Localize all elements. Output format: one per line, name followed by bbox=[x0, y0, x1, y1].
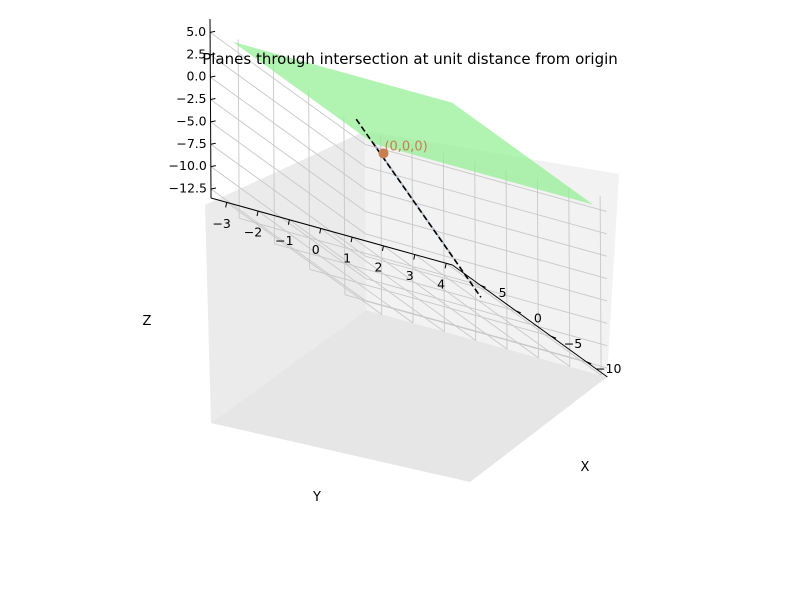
z-tick-label-0: 5.0 bbox=[186, 24, 206, 39]
z-tick-mark-7 bbox=[210, 187, 217, 190]
x-tick-mark-3 bbox=[480, 284, 486, 288]
grid-line-z-back-2 bbox=[365, 188, 607, 257]
grid-line-z-left-5 bbox=[210, 143, 366, 257]
z-tick-mark-1 bbox=[210, 53, 216, 56]
grid-line-y-floor-4 bbox=[351, 236, 508, 350]
grid-line-x-wall-3 bbox=[237, 39, 240, 219]
grid-line-x-floor-0 bbox=[344, 294, 587, 363]
grid-line-y-floor-2 bbox=[289, 219, 445, 333]
grid-line-y-wall-7 bbox=[599, 196, 602, 376]
grid-line-x-floor-1 bbox=[309, 268, 552, 337]
x-tick-label-2: 0 bbox=[534, 310, 542, 325]
grid-line-y-wall-0 bbox=[380, 135, 383, 315]
grid-line-z-back-4 bbox=[365, 233, 608, 302]
x-tick-mark-2 bbox=[515, 310, 521, 314]
grid-line-y-floor-3 bbox=[320, 228, 476, 341]
grid-line-z-left-0 bbox=[209, 32, 366, 145]
grid-line-z-left-1 bbox=[209, 54, 366, 168]
plane-surface-0 bbox=[232, 41, 594, 205]
y-tick-label-1: −2 bbox=[244, 225, 262, 240]
y-tick-mark-7 bbox=[444, 263, 447, 269]
grid-line-y-floor-6 bbox=[414, 254, 571, 367]
z-axis-label: Z bbox=[143, 314, 152, 329]
intersection-line bbox=[355, 118, 482, 298]
y-tick-mark-2 bbox=[287, 219, 290, 225]
z-tick-label-6: −10.0 bbox=[169, 158, 207, 173]
grid-line-z-back-6 bbox=[365, 278, 608, 347]
y-tick-label-7: 4 bbox=[437, 277, 445, 292]
z-tick-label-5: −7.5 bbox=[176, 136, 206, 151]
z-tick-mark-4 bbox=[210, 120, 216, 123]
grid-line-x-wall-2 bbox=[272, 64, 275, 244]
grid-line-z-left-7 bbox=[210, 188, 367, 302]
y-tick-mark-5 bbox=[381, 245, 384, 251]
z-axis-line bbox=[209, 18, 212, 199]
grid-line-y-wall-3 bbox=[474, 161, 477, 341]
z-tick-mark-3 bbox=[210, 98, 216, 101]
grid-line-y-floor-7 bbox=[445, 262, 602, 376]
y-tick-mark-4 bbox=[350, 237, 353, 243]
y-tick-label-3: 0 bbox=[312, 242, 320, 257]
x-tick-label-1: −5 bbox=[564, 336, 582, 351]
floor-pane bbox=[211, 310, 607, 482]
grid-line-y-wall-2 bbox=[442, 152, 445, 332]
origin-point-label: (0,0,0) bbox=[384, 139, 427, 154]
grid-line-z-left-3 bbox=[210, 99, 366, 212]
z-tick-label-1: 2.5 bbox=[186, 46, 206, 61]
x-tick-label-0: −10 bbox=[595, 361, 621, 376]
grid-line-y-floor-5 bbox=[383, 245, 539, 359]
grid-line-z-back-3 bbox=[365, 211, 607, 279]
axis-ticks: 5.02.50.0−2.5−5.0−7.5−10.0−12.5−3−2−1012… bbox=[169, 18, 621, 378]
grid-line-z-back-0 bbox=[364, 143, 607, 212]
grid-lines bbox=[209, 32, 608, 376]
grid-line-y-wall-1 bbox=[411, 144, 414, 324]
z-tick-label-4: −5.0 bbox=[176, 113, 206, 128]
z-tick-mark-6 bbox=[210, 165, 216, 168]
z-tick-mark-0 bbox=[209, 30, 216, 33]
origin-point bbox=[378, 148, 389, 159]
y-tick-mark-1 bbox=[256, 210, 259, 217]
chart-title: Planes through intersection at unit dist… bbox=[202, 50, 618, 68]
grid-line-z-left-4 bbox=[210, 121, 366, 235]
z-tick-label-3: −2.5 bbox=[176, 91, 206, 106]
grid-line-y-wall-4 bbox=[505, 170, 508, 350]
grid-line-x-wall-1 bbox=[308, 90, 311, 270]
y-tick-mark-6 bbox=[413, 254, 416, 260]
grid-line-z-left-2 bbox=[210, 76, 366, 190]
y-tick-label-2: −1 bbox=[275, 233, 293, 248]
x-tick-mark-1 bbox=[550, 335, 557, 339]
grid-line-x-wall-0 bbox=[343, 115, 346, 295]
z-tick-mark-5 bbox=[210, 142, 216, 145]
y-tick-label-4: 1 bbox=[343, 251, 351, 266]
grid-line-y-wall-6 bbox=[568, 187, 571, 367]
grid-line-y-floor-1 bbox=[257, 210, 414, 324]
y-tick-label-6: 3 bbox=[406, 268, 414, 283]
left-pane bbox=[205, 131, 366, 423]
grid-line-y-floor-0 bbox=[226, 201, 382, 315]
grid-line-z-back-1 bbox=[365, 166, 607, 235]
z-tick-label-7: −12.5 bbox=[169, 181, 207, 196]
surfaces: (0,0,0) bbox=[232, 41, 594, 298]
z-tick-mark-2 bbox=[210, 75, 216, 78]
grid-line-y-wall-5 bbox=[536, 178, 539, 358]
y-tick-label-0: −3 bbox=[212, 216, 230, 231]
x-tick-mark-0 bbox=[586, 361, 592, 365]
y-axis-line bbox=[210, 197, 453, 266]
grid-line-z-back-7 bbox=[365, 300, 608, 369]
y-tick-mark-0 bbox=[225, 202, 228, 208]
x-tick-label-3: 5 bbox=[499, 285, 507, 300]
y-axis-label: Y bbox=[312, 490, 321, 505]
y-tick-label-5: 2 bbox=[374, 259, 382, 274]
y-tick-mark-3 bbox=[319, 228, 322, 234]
x-axis-label: X bbox=[581, 460, 590, 475]
x-axis-line bbox=[452, 264, 608, 378]
z-tick-label-2: 0.0 bbox=[186, 69, 206, 84]
